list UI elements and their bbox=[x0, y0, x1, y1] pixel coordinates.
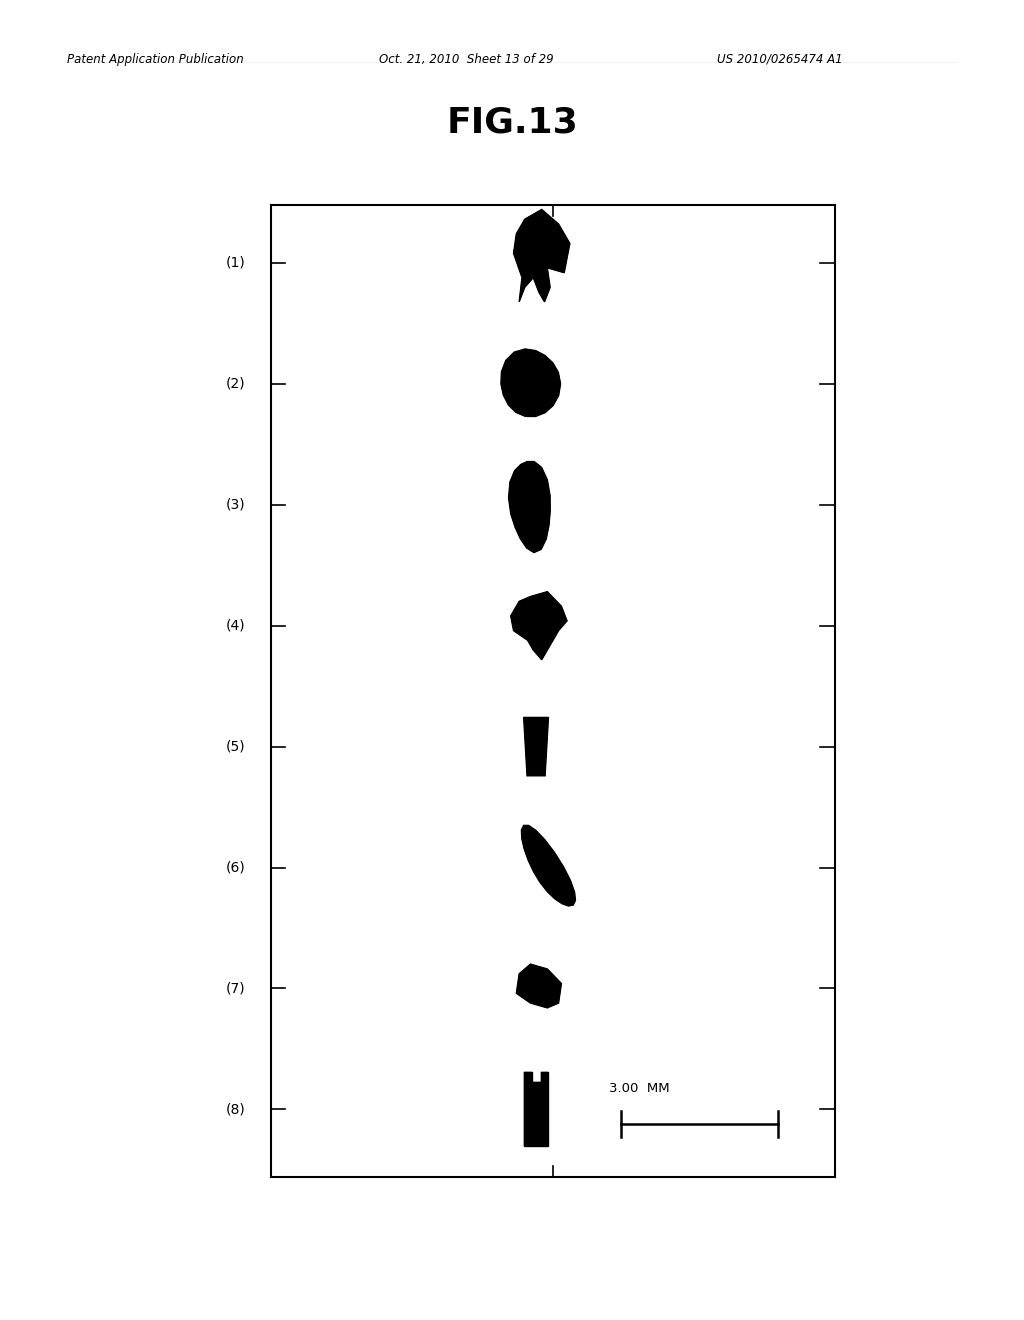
Text: (7): (7) bbox=[226, 982, 246, 995]
Text: (4): (4) bbox=[226, 619, 246, 632]
Text: (3): (3) bbox=[226, 498, 246, 512]
Text: 3.00  MM: 3.00 MM bbox=[609, 1082, 670, 1094]
Text: Oct. 21, 2010  Sheet 13 of 29: Oct. 21, 2010 Sheet 13 of 29 bbox=[379, 53, 554, 66]
Polygon shape bbox=[521, 825, 575, 906]
Text: (2): (2) bbox=[226, 378, 246, 391]
Polygon shape bbox=[509, 462, 550, 553]
Text: US 2010/0265474 A1: US 2010/0265474 A1 bbox=[717, 53, 843, 66]
Polygon shape bbox=[513, 210, 569, 302]
Text: FIG.13: FIG.13 bbox=[446, 106, 578, 140]
Text: Patent Application Publication: Patent Application Publication bbox=[67, 53, 244, 66]
Text: (1): (1) bbox=[226, 256, 246, 271]
Text: (5): (5) bbox=[226, 739, 246, 754]
Polygon shape bbox=[523, 1072, 549, 1146]
Polygon shape bbox=[501, 348, 560, 417]
Text: (8): (8) bbox=[226, 1102, 246, 1117]
Polygon shape bbox=[511, 591, 567, 660]
Polygon shape bbox=[516, 964, 561, 1008]
Text: (6): (6) bbox=[226, 861, 246, 875]
Polygon shape bbox=[523, 718, 549, 776]
